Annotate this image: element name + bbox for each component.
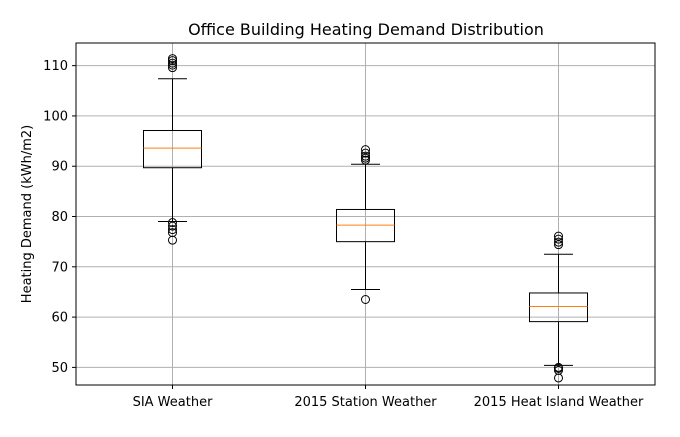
- outlier-point: [554, 362, 563, 372]
- outlier-point: [554, 234, 563, 244]
- outlier-point: [554, 240, 563, 250]
- outlier-point: [168, 225, 177, 235]
- outlier-point: [168, 63, 177, 73]
- y-tick-label: 110: [43, 59, 68, 74]
- outlier-point: [554, 231, 563, 241]
- outlier-point: [361, 151, 370, 161]
- box-series: [143, 54, 588, 383]
- outlier-point: [361, 295, 370, 304]
- x-tick-label: 2015 Heat Island Weather: [474, 395, 644, 410]
- x-tick-label: 2015 Station Weather: [294, 395, 437, 410]
- y-tick-label: 60: [51, 311, 68, 326]
- y-tick-label: 70: [51, 260, 68, 275]
- box: [529, 292, 588, 323]
- y-tick-label: 90: [51, 160, 68, 175]
- y-axis-label: Heating Demand (kWh/m2): [20, 125, 35, 303]
- chart-title: Office Building Heating Demand Distribut…: [188, 20, 544, 39]
- y-tick-label: 80: [51, 210, 68, 225]
- y-tick-label: 100: [43, 109, 68, 124]
- box: [143, 130, 202, 169]
- outlier-point: [554, 237, 563, 247]
- outlier-point: [361, 145, 370, 155]
- y-axis: 50 60 70 80 90 100 110: [43, 59, 76, 376]
- outlier-point: [168, 221, 177, 231]
- outlier-point: [168, 218, 177, 228]
- outlier-point: [168, 54, 177, 64]
- outlier-point: [168, 58, 177, 68]
- x-tick-label: SIA Weather: [133, 395, 214, 410]
- x-axis: SIA Weather 2015 Station Weather 2015 Heat…: [133, 385, 644, 410]
- outlier-point: [168, 228, 177, 238]
- y-tick-label: 50: [51, 361, 68, 376]
- outlier-point: [361, 148, 370, 158]
- box: [336, 208, 395, 243]
- grid-lines: [76, 43, 655, 385]
